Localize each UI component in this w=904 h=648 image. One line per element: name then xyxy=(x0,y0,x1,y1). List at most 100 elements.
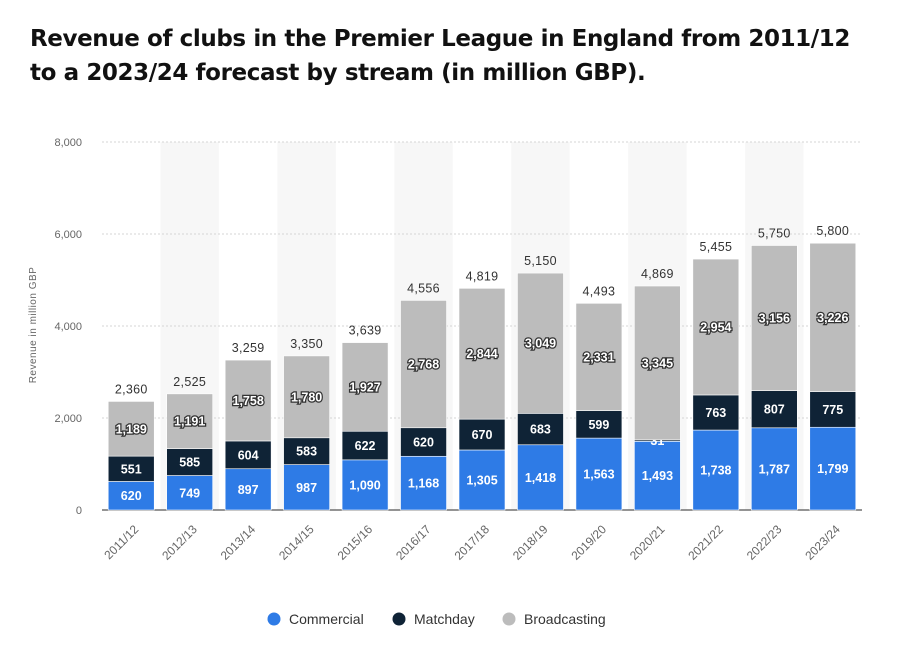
x-tick-label: 2019/20 xyxy=(568,522,609,563)
legend: Commercial Matchday Broadcasting xyxy=(267,611,606,627)
bar-segment-commercial xyxy=(166,475,213,511)
data-label-matchday: 551 xyxy=(121,462,142,476)
bar-segment-broadcasting xyxy=(107,401,155,457)
bar-segment-matchday xyxy=(224,440,272,470)
data-label-commercial: 1,090 xyxy=(349,478,380,492)
bar-segment-broadcasting xyxy=(692,258,740,396)
x-tick-label: 2016/17 xyxy=(393,522,434,563)
bar-segment-commercial xyxy=(224,468,272,511)
total-label: 5,455 xyxy=(699,240,732,254)
data-label-matchday: 775 xyxy=(822,403,843,417)
data-label-broadcasting: 1,189 xyxy=(116,422,147,436)
bar-segment-commercial xyxy=(751,427,798,511)
x-tick-label: 2023/24 xyxy=(802,522,843,563)
data-label-broadcasting: 2,954 xyxy=(700,321,731,335)
bar-segment-commercial xyxy=(575,437,623,511)
x-tick-label: 2020/21 xyxy=(627,522,668,563)
bar-segment-commercial xyxy=(692,429,740,511)
total-label: 5,750 xyxy=(758,227,791,241)
bar-segment-commercial xyxy=(517,444,564,511)
data-label-matchday: 670 xyxy=(472,428,493,442)
total-label: 2,525 xyxy=(173,375,206,389)
bar-segment-broadcasting xyxy=(224,359,272,442)
legend-marker xyxy=(392,612,406,626)
legend-label: Broadcasting xyxy=(524,611,606,627)
legend-marker xyxy=(502,612,516,626)
data-label-commercial: 1,305 xyxy=(466,473,497,487)
y-tick-label: 0 xyxy=(76,505,82,517)
data-label-broadcasting: 1,780 xyxy=(291,390,322,404)
x-tick-label: 2011/12 xyxy=(101,522,141,562)
legend-item-commercial[interactable]: Commercial xyxy=(267,611,364,627)
bar-segment-matchday xyxy=(107,455,155,482)
y-tick-label: 2,000 xyxy=(54,413,82,425)
data-label-commercial: 1,563 xyxy=(583,468,614,482)
bar-segment-matchday xyxy=(458,418,506,451)
data-label-matchday: 622 xyxy=(355,439,376,453)
bar-segment-matchday xyxy=(575,410,623,439)
total-label: 3,350 xyxy=(290,337,323,351)
y-tick-label: 8,000 xyxy=(54,137,82,149)
bar-segment-matchday xyxy=(692,394,740,431)
data-label-broadcasting: 3,049 xyxy=(525,337,556,351)
data-label-commercial: 897 xyxy=(238,483,259,497)
bar-segment-broadcasting xyxy=(400,300,447,429)
bars: 620 551 1,189 2,360 749 585 1,191 2,525 897 604 1,… xyxy=(107,224,857,511)
data-label-matchday: 599 xyxy=(588,418,609,432)
data-label-commercial: 620 xyxy=(121,489,142,503)
x-tick-label: 2015/16 xyxy=(335,522,376,563)
total-label: 4,869 xyxy=(641,267,674,281)
total-label: 3,639 xyxy=(349,324,382,338)
bar-segment-broadcasting xyxy=(166,393,213,449)
bar-segment-matchday xyxy=(341,430,389,461)
bar-segment-broadcasting xyxy=(751,245,798,391)
total-label: 4,556 xyxy=(407,281,440,295)
x-tick-label: 2018/19 xyxy=(510,522,551,563)
legend-marker xyxy=(267,612,281,626)
x-tick-label: 2021/22 xyxy=(685,522,726,563)
data-label-broadcasting: 3,226 xyxy=(817,311,848,325)
data-label-matchday: 604 xyxy=(238,448,259,462)
y-axis-label: Revenue in million GBP xyxy=(28,267,39,384)
bar-segment-commercial xyxy=(283,464,330,511)
legend-item-broadcasting[interactable]: Broadcasting xyxy=(502,611,606,627)
bar-segment-broadcasting xyxy=(341,342,389,432)
legend-label: Matchday xyxy=(414,611,475,627)
bar-segment-broadcasting xyxy=(634,285,681,441)
bar-segment-matchday xyxy=(283,437,330,465)
data-label-broadcasting: 2,331 xyxy=(583,350,614,364)
data-label-matchday: 807 xyxy=(764,403,785,417)
data-label-commercial: 1,799 xyxy=(817,462,848,476)
data-label-broadcasting: 1,927 xyxy=(349,380,380,394)
x-tick-label: 2022/23 xyxy=(744,522,785,563)
total-label: 4,819 xyxy=(466,269,499,283)
data-label-broadcasting: 1,191 xyxy=(174,415,205,429)
bar-segment-matchday xyxy=(517,413,564,446)
data-label-commercial: 987 xyxy=(296,481,317,495)
x-tick-label: 2013/14 xyxy=(218,522,259,563)
data-label-commercial: 1,738 xyxy=(700,464,731,478)
data-label-commercial: 1,787 xyxy=(759,462,790,476)
chart-title: Revenue of clubs in the Premier League i… xyxy=(30,26,850,86)
x-tick-label: 2017/18 xyxy=(452,522,493,563)
y-axis: 0 2,000 4,000 6,000 8,000 xyxy=(54,137,82,517)
total-label: 2,360 xyxy=(115,382,148,396)
bar-segment-broadcasting xyxy=(283,355,330,439)
data-label-matchday: 583 xyxy=(296,445,317,459)
data-label-broadcasting: 3,345 xyxy=(642,356,673,370)
bar-segment-commercial xyxy=(400,455,447,511)
y-tick-label: 4,000 xyxy=(54,321,82,333)
data-label-broadcasting: 2,768 xyxy=(408,358,439,372)
data-label-broadcasting: 3,156 xyxy=(759,312,790,326)
data-label-matchday: 585 xyxy=(179,456,200,470)
bar-segment-commercial xyxy=(107,481,155,511)
bar-segment-matchday xyxy=(400,427,447,457)
total-label: 3,259 xyxy=(232,341,265,355)
legend-label: Commercial xyxy=(289,611,364,627)
total-label: 5,800 xyxy=(816,224,849,238)
data-label-commercial: 1,168 xyxy=(408,477,439,491)
x-axis: 2011/12 2012/13 2013/14 2014/15 2015/16 2016/… xyxy=(101,522,843,563)
total-label: 4,493 xyxy=(583,284,616,298)
legend-item-matchday[interactable]: Matchday xyxy=(392,611,475,627)
